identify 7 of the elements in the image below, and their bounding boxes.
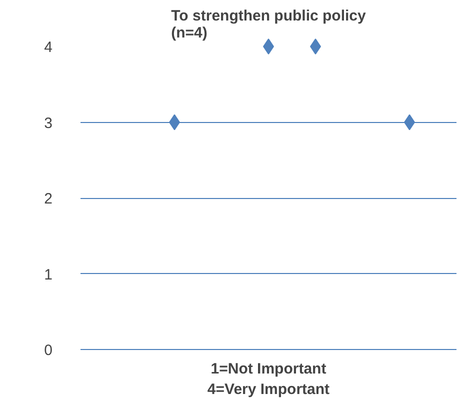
x-axis-title: 1=Not Important 4=Very Important [207,360,330,398]
y-tick-label: 2 [44,190,52,208]
y-tick-label: 4 [44,39,52,56]
chart-title: To strengthen public policy (n=4) [171,8,367,42]
y-tick-label: 1 [44,266,52,284]
y-tick-label: 3 [44,114,52,132]
y-tick-label: 0 [44,342,52,359]
